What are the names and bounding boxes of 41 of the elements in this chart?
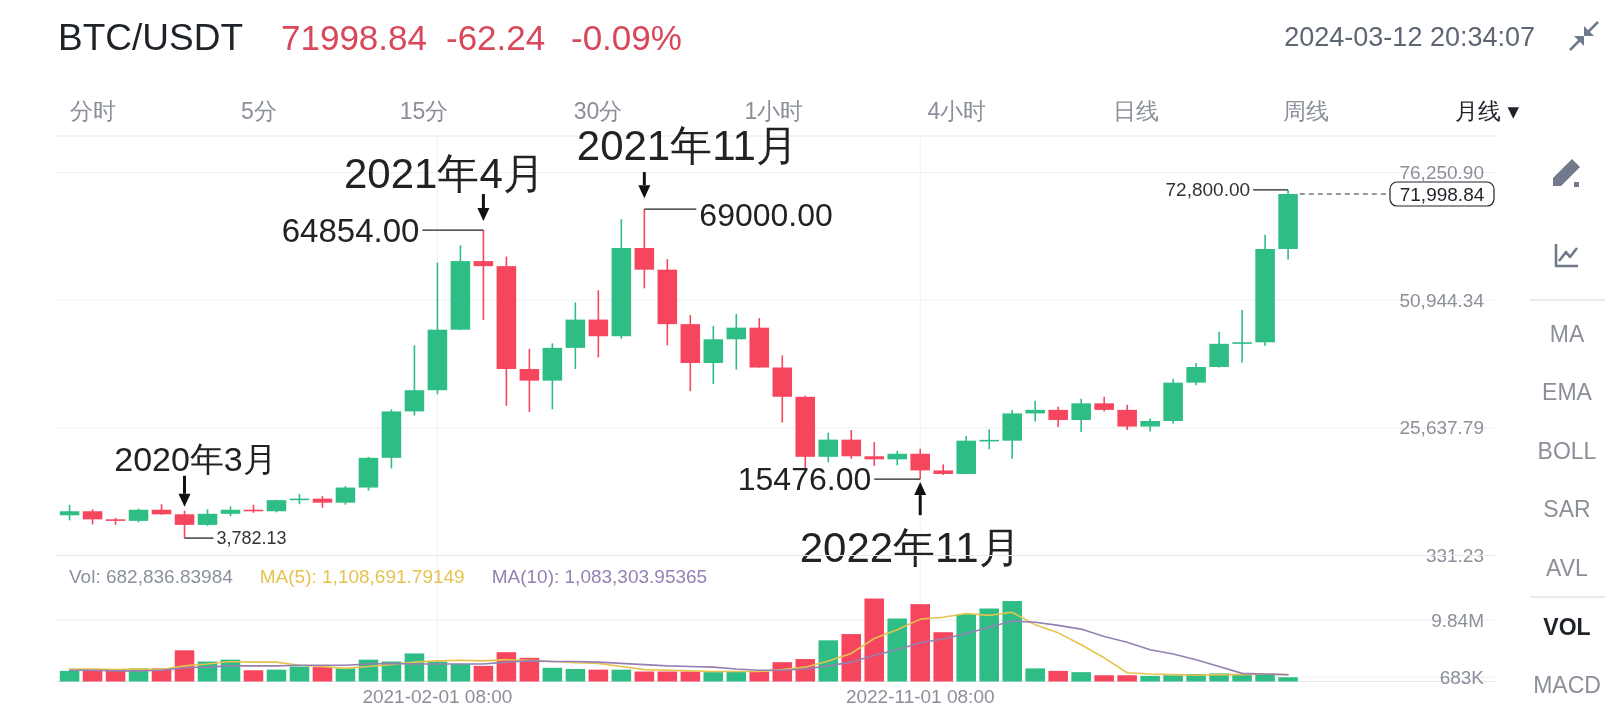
text: MA(5): 1,108,691.79149	[259, 566, 465, 587]
x-tick-label: 2021-02-01 08:00	[362, 686, 513, 707]
text: MA(10): 1,083,303.95365	[491, 566, 708, 587]
y-tick-label: 76,250.90	[1399, 162, 1484, 184]
text: VOL	[1543, 614, 1591, 640]
text: BOLL	[1537, 438, 1597, 464]
text: -62.24	[446, 17, 546, 57]
annotation: 2020年3月	[114, 439, 277, 478]
annotation: 72,800.00	[1165, 179, 1251, 201]
annotation: 3,782.13	[216, 528, 287, 549]
text: 5分	[241, 98, 277, 124]
text: 日线	[1113, 98, 1159, 124]
annotation: 2022年11月	[799, 523, 1021, 571]
x-tick-label: 2022-11-01 08:00	[845, 686, 995, 707]
ref-line-label: 71,998.84	[1399, 183, 1485, 205]
text: 1小时	[744, 98, 804, 124]
text: -0.09%	[571, 17, 682, 57]
annotation: 2021年4月	[344, 149, 545, 197]
text: 月线 ▾	[1455, 98, 1520, 124]
text: 分时	[70, 98, 116, 124]
text: 15分	[399, 98, 449, 124]
text: 周线	[1283, 98, 1329, 124]
text: AVL	[1546, 555, 1589, 581]
annotation: Vol: 682,836.83984	[69, 566, 234, 587]
chart-title: BTC/USDT	[58, 16, 243, 58]
text: 30分	[573, 98, 623, 124]
text: SAR	[1543, 496, 1591, 522]
y-tick-label: 50,944.34	[1399, 289, 1485, 311]
text: 2024-03-12 20:34:07	[1284, 22, 1535, 52]
text: MACD	[1533, 672, 1601, 698]
annotation: 69000.00	[699, 197, 833, 234]
text: 4小时	[927, 98, 987, 124]
annotation: 2021年11月	[576, 121, 798, 169]
text: MA	[1549, 321, 1585, 347]
annotation: 15476.00	[737, 461, 872, 498]
text: 71998.84	[281, 17, 427, 57]
text: EMA	[1542, 379, 1593, 405]
y-tick-label: 9.84M	[1431, 609, 1484, 631]
y-tick-label: 683K	[1439, 666, 1485, 688]
annotation: 64854.00	[281, 211, 420, 249]
y-tick-label: 25,637.79	[1399, 417, 1484, 439]
